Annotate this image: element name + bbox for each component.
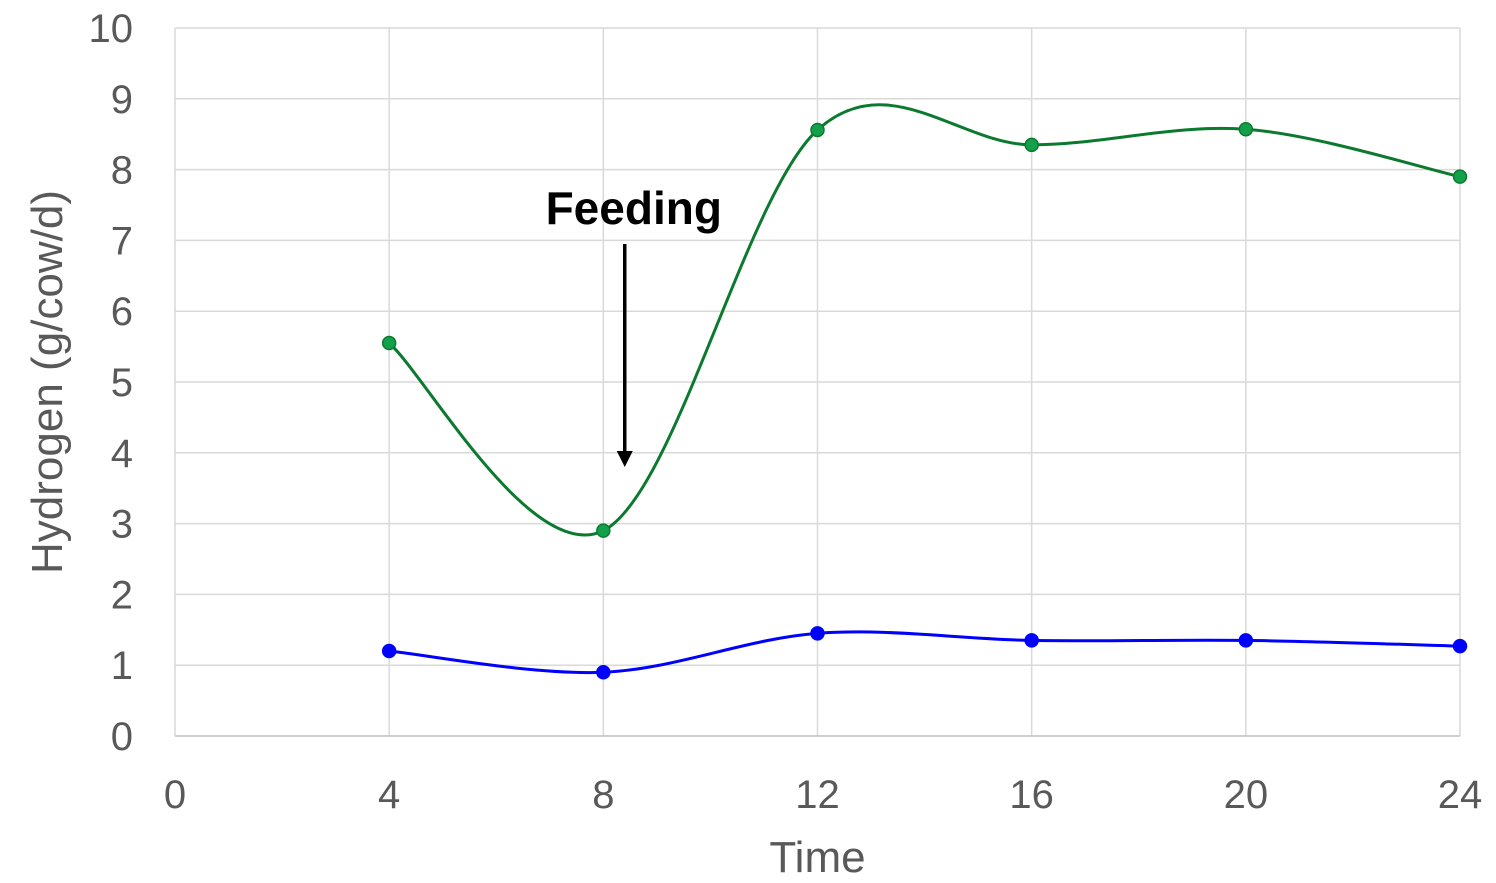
- annotation-label: Feeding: [546, 182, 722, 234]
- annotations: Feeding: [546, 182, 722, 467]
- data-point-series-2: [381, 643, 397, 659]
- annotation-arrow-head: [616, 450, 633, 467]
- y-tick-label: 10: [89, 7, 134, 51]
- y-tick-label: 7: [111, 219, 133, 263]
- data-point-series-2: [596, 665, 611, 680]
- data-point-series-2: [1024, 633, 1039, 648]
- y-tick-label: 3: [111, 503, 133, 547]
- y-tick-label: 0: [111, 715, 133, 759]
- x-tick-label: 8: [592, 773, 614, 817]
- series-markers: [381, 121, 1468, 680]
- x-tick-label: 12: [795, 773, 840, 817]
- y-tick-label: 9: [111, 78, 133, 122]
- x-tick-label: 24: [1438, 773, 1483, 817]
- data-point-series-1: [381, 335, 397, 351]
- data-point-series-2: [1238, 633, 1254, 648]
- data-point-series-1: [1452, 169, 1468, 184]
- x-tick-label: 0: [164, 773, 186, 817]
- y-tick-label: 2: [111, 573, 133, 617]
- data-point-series-1: [810, 122, 825, 138]
- x-axis-title: Time: [769, 833, 865, 882]
- data-point-series-2: [810, 626, 825, 641]
- gridlines: [175, 27, 1461, 736]
- series-line-2: [389, 630, 1461, 675]
- y-tick-label: 5: [111, 361, 133, 405]
- x-tick-label: 4: [378, 773, 400, 817]
- data-point-series-1: [596, 523, 611, 538]
- x-tick-label: 16: [1009, 773, 1054, 817]
- y-tick-label: 6: [111, 290, 133, 334]
- axes: [174, 28, 1460, 737]
- data-point-series-2: [1452, 638, 1468, 654]
- data-point-series-1: [1238, 121, 1254, 137]
- y-tick-label: 4: [111, 432, 133, 476]
- data-point-series-1: [1024, 137, 1039, 153]
- x-tick-label: 20: [1224, 773, 1269, 817]
- y-tick-label: 8: [111, 149, 133, 193]
- y-tick-label: 1: [111, 644, 133, 688]
- y-axis-title: Hydrogen (g/cow/d): [23, 190, 72, 574]
